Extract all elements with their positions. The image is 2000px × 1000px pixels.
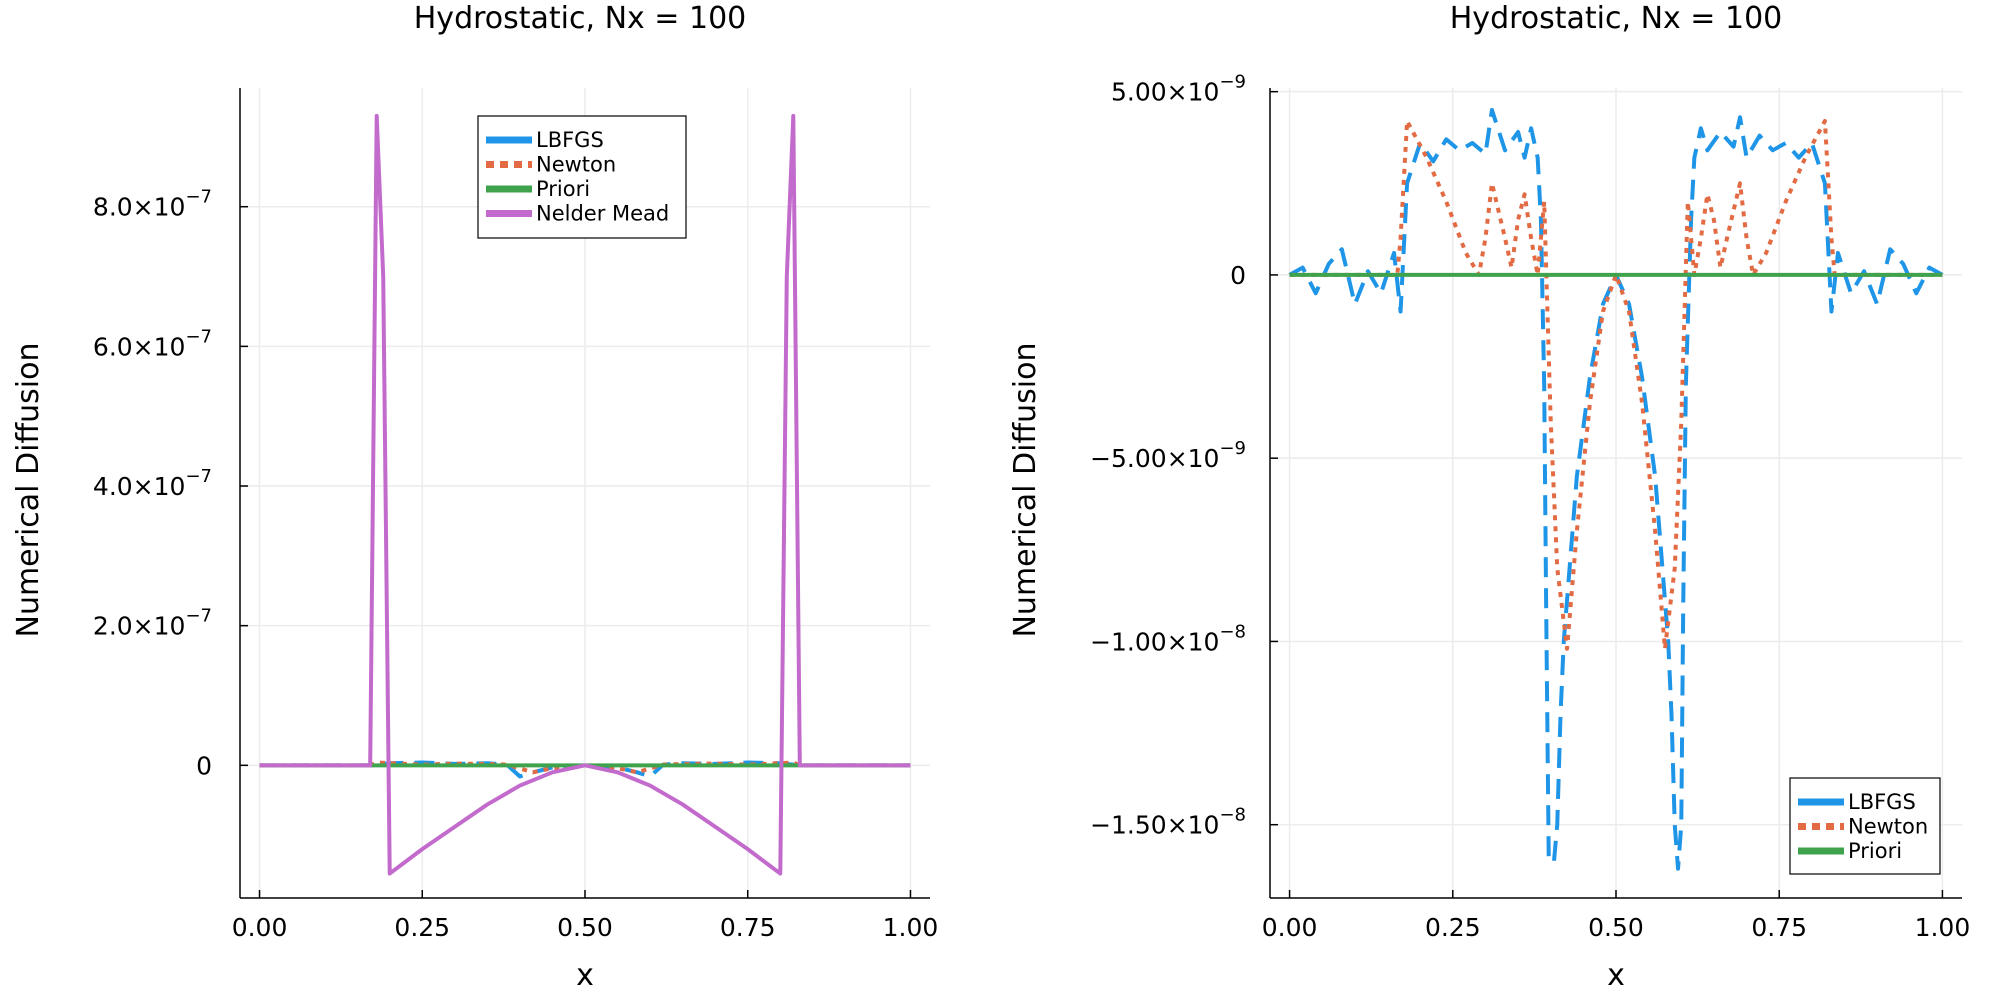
x-tick-label: 1.00 bbox=[1915, 913, 1971, 942]
x-tick-label: 0.00 bbox=[232, 913, 288, 942]
legend-label: Nelder Mead bbox=[536, 202, 669, 226]
legend-label: Priori bbox=[1848, 839, 1902, 863]
y-tick-label: 0 bbox=[1230, 261, 1246, 290]
legend-label: Newton bbox=[1848, 815, 1928, 839]
x-axis-label: x bbox=[1607, 958, 1625, 993]
x-tick-label: 0.25 bbox=[394, 913, 450, 942]
x-tick-label: 0.50 bbox=[1588, 913, 1644, 942]
x-tick-label: 0.00 bbox=[1262, 913, 1318, 942]
legend-label: LBFGS bbox=[1848, 790, 1916, 814]
x-tick-label: 1.00 bbox=[883, 913, 939, 942]
legend-label: Newton bbox=[536, 153, 616, 177]
legend-label: LBFGS bbox=[536, 128, 604, 152]
legend-label: Priori bbox=[536, 177, 590, 201]
y-tick-label: −1.50×10−8 bbox=[1090, 805, 1246, 840]
y-axis-label: Numerical Diffusion bbox=[11, 342, 46, 637]
x-tick-label: 0.25 bbox=[1425, 913, 1481, 942]
y-axis-label: Numerical Diffusion bbox=[1008, 342, 1043, 637]
x-tick-label: 0.75 bbox=[720, 913, 776, 942]
x-tick-label: 0.50 bbox=[557, 913, 613, 942]
left-plot: Hydrostatic, Nx = 100 0.00 0.25 0.50 0.75 1.0… bbox=[11, 1, 938, 993]
x-axis-label: x bbox=[576, 958, 594, 993]
y-tick-label: 0 bbox=[196, 751, 212, 780]
x-tick-label: 0.75 bbox=[1751, 913, 1807, 942]
series-line-lbfgs bbox=[259, 760, 911, 779]
legend-box bbox=[477, 115, 687, 239]
chart-title: Hydrostatic, Nx = 100 bbox=[414, 1, 747, 36]
y-tick-label: 4.0×10−7 bbox=[93, 466, 212, 501]
series-line-nelder-mead bbox=[259, 113, 911, 876]
chart-title: Hydrostatic, Nx = 100 bbox=[1450, 1, 1783, 36]
y-tick-label: 2.0×10−7 bbox=[93, 606, 212, 641]
right-plot: Hydrostatic, Nx = 100 0.00 0.25 0.50 0.75 1.0… bbox=[1008, 1, 1970, 993]
